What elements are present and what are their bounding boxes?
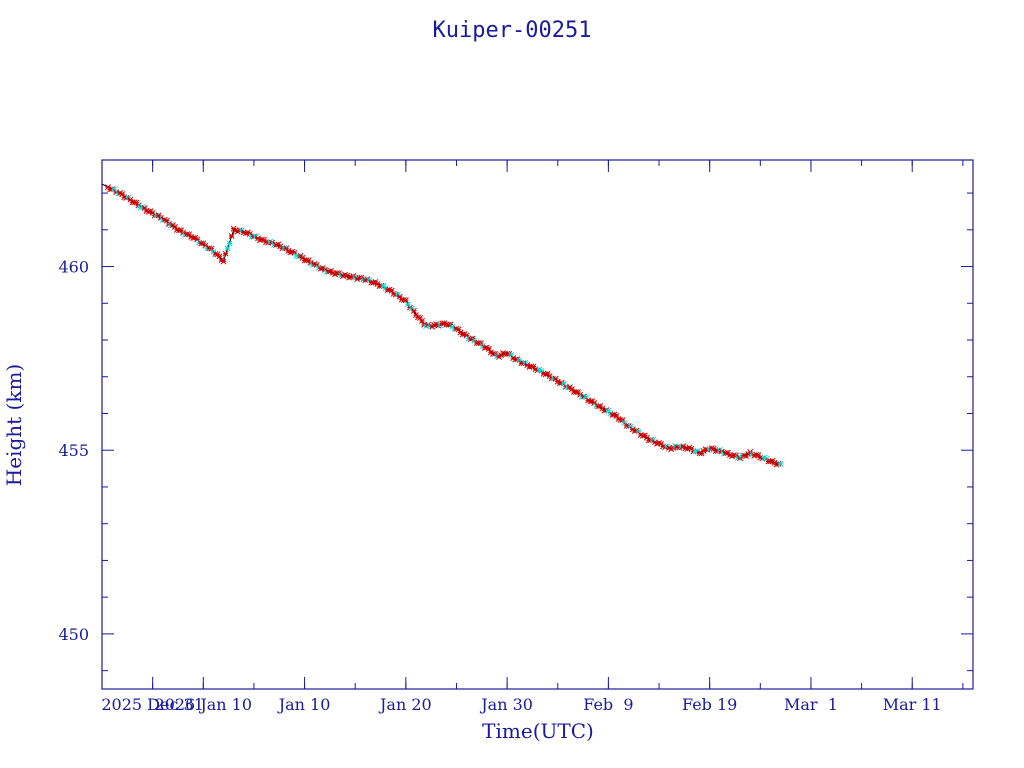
primary-marker — [228, 233, 235, 239]
secondary-marker — [508, 351, 515, 358]
primary-marker — [163, 217, 170, 224]
y-axis-label: Height (km) — [2, 364, 26, 486]
primary-marker — [133, 199, 140, 206]
x-tick-label: Mar 11 — [883, 695, 942, 714]
x-tick-label: Mar 1 — [784, 695, 838, 714]
y-tick-label: 460 — [58, 258, 89, 277]
primary-marker — [417, 315, 423, 321]
chart-title: Kuiper-00251 — [433, 18, 592, 43]
primary-marker — [222, 250, 229, 257]
primary-marker — [410, 307, 417, 314]
primary-marker — [402, 297, 409, 304]
plot-frame — [101, 159, 974, 690]
y-tick-label: 455 — [58, 441, 89, 460]
x-axis-label: Time(UTC) — [482, 719, 594, 743]
secondary-marker — [777, 460, 784, 467]
data-layer — [101, 183, 784, 468]
primary-marker — [220, 258, 227, 265]
x-tick-label: Feb 19 — [682, 695, 737, 714]
secondary-marker — [621, 419, 628, 426]
x-tick-label: 2026 Jan 10 — [155, 695, 253, 714]
x-tick-label: 2025 Dec 31 — [101, 695, 204, 714]
primary-marker — [419, 317, 425, 324]
primary-marker — [208, 245, 215, 252]
x-tick-label: Jan 30 — [479, 695, 533, 714]
x-tick-label: Feb 9 — [583, 695, 633, 714]
primary-marker — [619, 417, 626, 424]
secondary-marker — [538, 367, 545, 374]
primary-marker — [396, 293, 403, 300]
primary-marker — [477, 340, 484, 347]
secondary-marker — [226, 240, 233, 247]
primary-marker — [485, 345, 492, 352]
secondary-marker — [224, 245, 231, 252]
x-tick-label: Jan 20 — [378, 695, 432, 714]
primary-marker — [455, 326, 462, 333]
y-tick-label: 450 — [58, 625, 89, 644]
primary-marker — [216, 253, 223, 260]
primary-marker — [575, 389, 581, 396]
x-tick-label: Jan 10 — [277, 695, 331, 714]
primary-marker — [591, 400, 598, 406]
